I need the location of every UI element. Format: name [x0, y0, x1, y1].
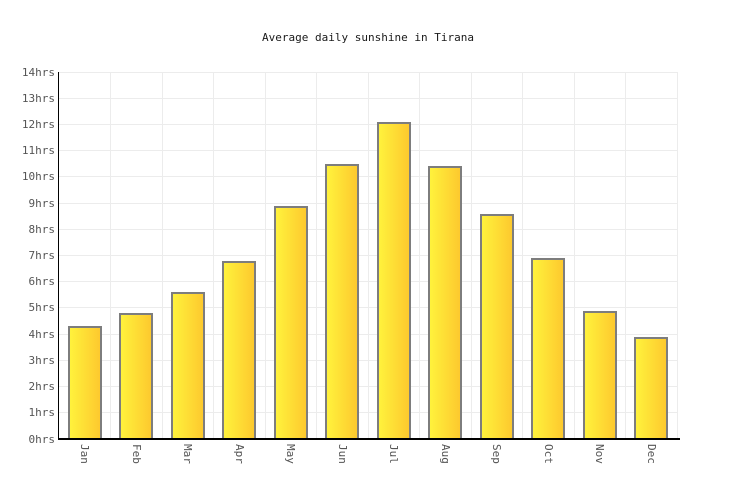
y-tick-label: 1hrs — [28, 406, 56, 420]
bar-oct — [531, 258, 566, 439]
y-axis-line — [57, 72, 59, 439]
x-tick-label: Jul — [387, 444, 401, 464]
x-tick-label: Nov — [593, 444, 607, 464]
y-tick-label: 2hrs — [28, 380, 56, 394]
gridline-vertical — [625, 72, 626, 439]
bar-aug — [428, 166, 463, 439]
y-tick-label: 9hrs — [28, 196, 56, 210]
y-tick-label: 14hrs — [21, 65, 55, 79]
gridline-vertical — [110, 72, 111, 439]
y-tick-label: 5hrs — [28, 301, 56, 315]
x-tick-label: Feb — [129, 444, 143, 464]
gridline-vertical — [367, 72, 369, 439]
bar-sep — [479, 213, 514, 439]
y-tick-label: 7hrs — [28, 249, 56, 262]
gridline-vertical — [264, 72, 266, 439]
bar-feb — [119, 313, 154, 439]
x-tick-label: Jan — [78, 444, 92, 464]
gridline-vertical — [676, 72, 678, 439]
plot-area — [59, 71, 678, 439]
bar-jul — [376, 121, 411, 439]
x-tick-label: Oct — [541, 444, 555, 464]
bar-jan — [67, 326, 102, 439]
y-tick-label: 6hrs — [28, 275, 56, 289]
bar-apr — [222, 260, 257, 439]
gridline-vertical — [161, 72, 163, 439]
gridline-vertical — [419, 72, 420, 439]
gridline-vertical — [316, 72, 317, 439]
bar-dec — [634, 336, 669, 439]
y-tick-label: 11hrs — [21, 144, 55, 158]
x-tick-label: Sep — [490, 444, 504, 464]
x-tick-label: Aug — [438, 444, 452, 464]
y-tick-label: 0hrs — [28, 432, 56, 446]
gridline-vertical — [573, 72, 575, 439]
bar-may — [273, 205, 308, 439]
bar-jun — [325, 163, 360, 439]
y-tick-label: 12hrs — [21, 117, 55, 131]
y-tick-label: 10hrs — [21, 170, 55, 184]
x-tick-label: Dec — [644, 444, 658, 464]
x-tick-label: Apr — [232, 444, 246, 464]
x-tick-label: Mar — [181, 444, 195, 464]
gridline-vertical — [213, 72, 214, 439]
y-tick-label: 4hrs — [28, 327, 56, 341]
x-tick-label: Jun — [335, 444, 349, 464]
y-tick-label: 8hrs — [28, 222, 56, 236]
gridline-vertical — [470, 72, 472, 439]
x-tick-label: May — [284, 444, 298, 464]
bar-mar — [170, 292, 205, 439]
bar-nov — [582, 310, 617, 439]
y-tick-label: 3hrs — [28, 353, 56, 367]
chart-title: Average daily sunshine in Tirana — [262, 31, 474, 44]
gridline-vertical — [522, 72, 523, 439]
x-axis-line — [57, 437, 680, 440]
y-tick-label: 13hrs — [21, 91, 55, 105]
